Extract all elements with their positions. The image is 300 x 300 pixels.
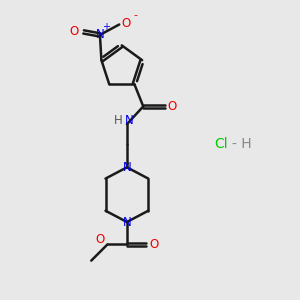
Text: N: N (96, 28, 104, 41)
Text: -: - (134, 11, 138, 21)
Text: N: N (125, 114, 134, 127)
Text: N: N (122, 215, 131, 229)
Text: - H: - H (232, 137, 252, 151)
Text: O: O (69, 26, 79, 38)
Text: N: N (122, 161, 131, 174)
Text: Cl: Cl (214, 137, 228, 151)
Text: O: O (149, 238, 158, 251)
Text: +: + (103, 22, 110, 32)
Text: O: O (121, 16, 130, 29)
Text: O: O (95, 233, 105, 246)
Text: H: H (114, 114, 123, 127)
Text: O: O (167, 100, 177, 113)
